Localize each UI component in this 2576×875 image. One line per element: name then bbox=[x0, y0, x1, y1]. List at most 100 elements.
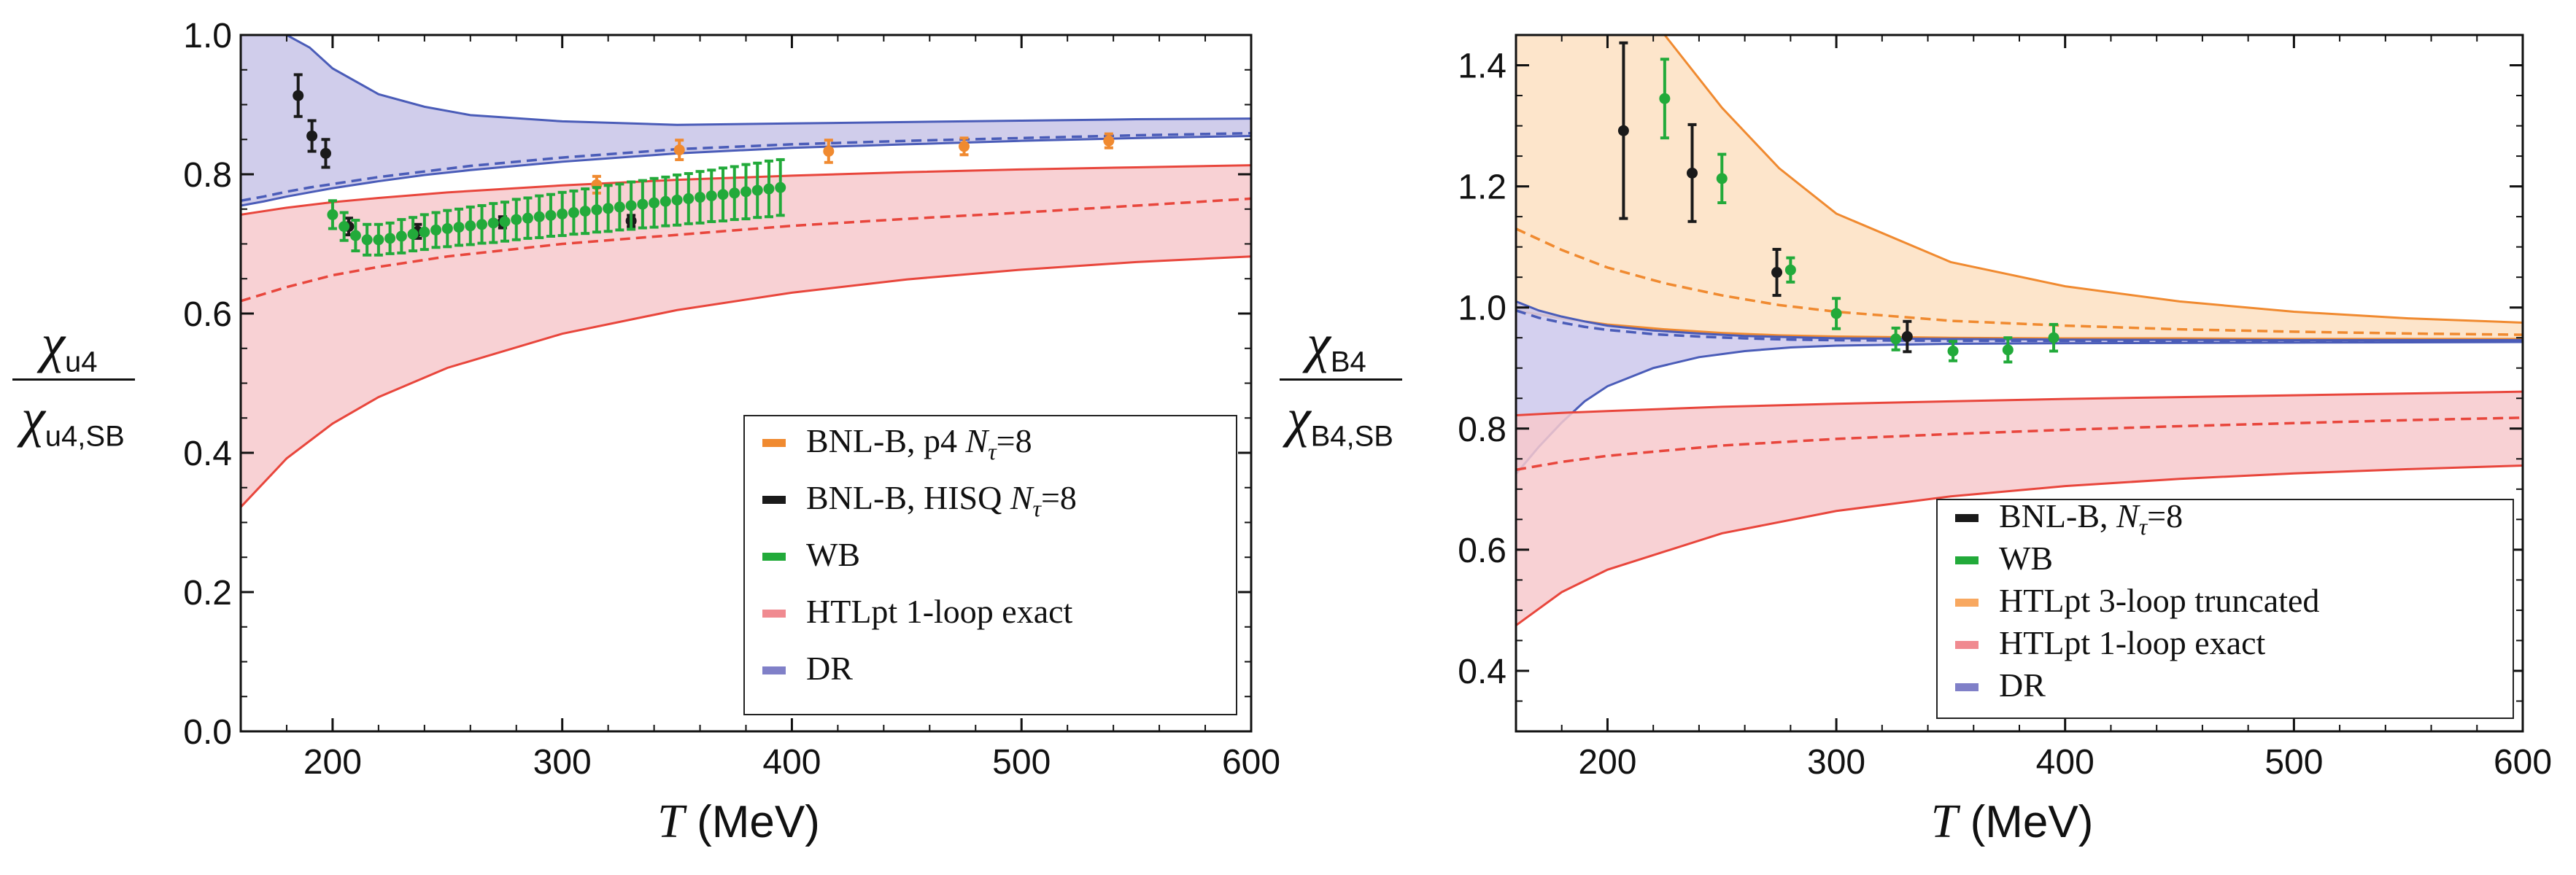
plot-content bbox=[241, 35, 1251, 508]
band-lower-line-1 bbox=[241, 255, 1251, 508]
y-tick-label: 0.8 bbox=[1458, 411, 1506, 449]
data-point bbox=[306, 130, 318, 141]
data-point bbox=[419, 226, 430, 238]
data-point bbox=[327, 209, 339, 220]
data-point bbox=[729, 187, 740, 199]
data-point bbox=[395, 230, 407, 242]
x-tick-label: 500 bbox=[2264, 743, 2323, 782]
data-point bbox=[349, 230, 361, 241]
y-axis-numerator: χu4 bbox=[36, 314, 97, 378]
data-point bbox=[695, 192, 706, 203]
data-point bbox=[1771, 267, 1783, 279]
data-point bbox=[476, 219, 488, 230]
legend-label-main: BNL-B, HISQ bbox=[806, 479, 1010, 516]
data-point bbox=[2048, 332, 2059, 343]
legend-label-italic: N bbox=[965, 422, 990, 459]
legend-label-main: DR bbox=[806, 650, 853, 687]
band-upper-line-1 bbox=[1516, 300, 2523, 342]
data-point bbox=[1947, 345, 1959, 357]
y-tick-label: 0.4 bbox=[1458, 653, 1506, 691]
data-point bbox=[499, 216, 511, 228]
y-axis-denominator: χB4,SB bbox=[1283, 389, 1393, 453]
x-tick-label: 200 bbox=[1578, 743, 1636, 782]
data-point bbox=[625, 200, 637, 211]
x-tick-label: 500 bbox=[992, 743, 1051, 782]
x-tick-label: 600 bbox=[2494, 743, 2552, 782]
x-tick-label: 300 bbox=[533, 743, 592, 782]
data-point bbox=[487, 217, 499, 229]
data-point bbox=[649, 197, 660, 209]
data-point bbox=[320, 147, 331, 159]
data-point bbox=[407, 228, 419, 240]
band-upper-line-0 bbox=[1516, 35, 2523, 324]
data-point bbox=[591, 204, 603, 216]
data-point bbox=[2002, 344, 2014, 356]
legend-swatch bbox=[1955, 683, 1979, 691]
legend-label: BNL-B, Nτ=8 bbox=[1999, 497, 2183, 540]
band-2 bbox=[1516, 392, 2523, 626]
data-point bbox=[683, 192, 695, 204]
legend-swatch bbox=[762, 666, 786, 674]
data-point bbox=[522, 212, 533, 224]
data-point bbox=[293, 90, 304, 101]
data-point bbox=[373, 234, 384, 246]
band-lower-line-2 bbox=[1516, 464, 2523, 626]
legend-swatch bbox=[1955, 641, 1979, 649]
x-tick-label: 300 bbox=[1807, 743, 1865, 782]
legend-label-main: BNL-B, p4 bbox=[806, 422, 966, 459]
x-axis-title: T (MeV) bbox=[657, 795, 820, 848]
legend-label: HTLpt 1-loop exact bbox=[806, 593, 1073, 630]
y-axis-numerator: χB4 bbox=[1302, 314, 1366, 378]
series-0 bbox=[1617, 41, 1913, 354]
legend-label-main: HTLpt 1-loop exact bbox=[1999, 624, 2266, 661]
band-central-line-0 bbox=[241, 131, 1251, 203]
data-point bbox=[568, 207, 579, 219]
x-axis-symbol: T bbox=[657, 795, 687, 848]
chart-right: 200 300 400 500 600 0.4 0.6 0.8 1.0 1.2 1.4 T (MeV)… bbox=[1280, 34, 2552, 848]
legend-label: DR bbox=[1999, 666, 2046, 704]
data-point bbox=[763, 183, 775, 195]
legend-swatch bbox=[762, 610, 786, 618]
x-tick-label: 600 bbox=[1222, 743, 1280, 782]
data-point bbox=[614, 201, 625, 213]
y-den-symbol: χ bbox=[17, 389, 47, 448]
legend-label-main: BNL-B, bbox=[1999, 497, 2116, 534]
data-point bbox=[603, 203, 614, 214]
x-axis-spacer bbox=[684, 797, 697, 847]
data-point bbox=[671, 194, 683, 206]
band-1 bbox=[1516, 301, 2523, 475]
x-axis-unit: (MeV) bbox=[697, 797, 820, 847]
legend-label-tail: =8 bbox=[2147, 497, 2183, 534]
y-den-sub: B4,SB bbox=[1311, 421, 1393, 453]
data-point bbox=[1617, 125, 1629, 136]
data-point bbox=[705, 190, 717, 202]
legend-swatch bbox=[1955, 514, 1979, 522]
series-2 bbox=[327, 158, 786, 257]
data-point bbox=[384, 233, 396, 244]
band-upper-line-0 bbox=[241, 35, 1251, 126]
x-axis-title: T (MeV) bbox=[1931, 795, 2094, 848]
band-central-line-1 bbox=[1516, 309, 2523, 343]
x-tick-label: 400 bbox=[2036, 743, 2095, 782]
data-point bbox=[959, 141, 970, 152]
band-lower-line-0 bbox=[1516, 309, 2523, 341]
legend-label: DR bbox=[806, 650, 853, 687]
data-point bbox=[1103, 135, 1115, 147]
data-point bbox=[579, 206, 591, 217]
data-point bbox=[545, 209, 557, 221]
legend-swatch bbox=[762, 553, 786, 561]
data-point bbox=[1659, 93, 1671, 104]
band-0 bbox=[1516, 35, 2523, 339]
legend-swatch bbox=[762, 496, 786, 504]
data-point bbox=[361, 234, 373, 246]
y-tick-label: 0.6 bbox=[1458, 532, 1506, 570]
y-num-symbol: χ bbox=[36, 314, 66, 374]
data-point bbox=[1687, 167, 1698, 179]
legend-label-sub: τ bbox=[2139, 513, 2148, 540]
data-point bbox=[1716, 173, 1728, 184]
data-point bbox=[637, 198, 649, 210]
legend-label: BNL-B, HISQ Nτ=8 bbox=[806, 479, 1077, 521]
data-point bbox=[465, 220, 476, 232]
